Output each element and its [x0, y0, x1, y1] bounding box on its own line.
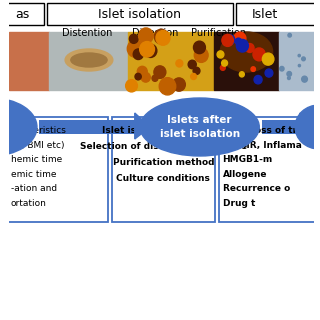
Circle shape: [152, 75, 158, 81]
Circle shape: [191, 73, 196, 79]
Circle shape: [173, 78, 185, 91]
Text: Allogene: Allogene: [222, 170, 267, 179]
Polygon shape: [300, 113, 314, 139]
Text: emic time: emic time: [11, 170, 56, 179]
Text: ortation: ortation: [11, 198, 47, 207]
Circle shape: [298, 64, 300, 67]
Text: hemic time: hemic time: [11, 155, 62, 164]
Ellipse shape: [220, 32, 273, 72]
Circle shape: [236, 39, 248, 52]
Circle shape: [137, 66, 147, 77]
Circle shape: [234, 32, 246, 44]
Text: Islets after
islet isolation: Islets after islet isolation: [160, 115, 240, 139]
Circle shape: [154, 66, 166, 78]
Text: Purification method: Purification method: [113, 158, 214, 167]
Bar: [49, 32, 128, 90]
Circle shape: [140, 42, 155, 57]
Text: Digestion: Digestion: [132, 28, 178, 38]
FancyBboxPatch shape: [4, 3, 44, 25]
Circle shape: [188, 60, 196, 69]
FancyBboxPatch shape: [39, 120, 135, 134]
Circle shape: [220, 65, 225, 70]
Polygon shape: [135, 113, 150, 139]
Circle shape: [154, 29, 168, 44]
Text: Drug t: Drug t: [222, 198, 255, 207]
Circle shape: [288, 33, 292, 37]
Bar: [279, 32, 317, 90]
Ellipse shape: [0, 98, 37, 156]
FancyBboxPatch shape: [262, 120, 300, 134]
Circle shape: [217, 51, 224, 58]
Circle shape: [251, 67, 255, 71]
Circle shape: [239, 72, 244, 77]
Text: c: c: [0, 118, 9, 136]
Circle shape: [156, 30, 170, 45]
Circle shape: [262, 53, 274, 65]
Circle shape: [135, 73, 141, 80]
Circle shape: [302, 76, 308, 82]
Text: Recurrence o: Recurrence o: [222, 184, 290, 193]
Text: Purification: Purification: [191, 28, 246, 38]
Bar: [128, 32, 214, 90]
Circle shape: [280, 67, 284, 71]
Circle shape: [193, 67, 200, 75]
Text: Distention: Distention: [62, 28, 112, 38]
Circle shape: [144, 44, 157, 58]
Text: Islet isolation: Islet isolation: [98, 7, 181, 20]
Text: Early loss of tra: Early loss of tra: [222, 126, 303, 135]
Text: -ation and: -ation and: [11, 184, 57, 193]
Text: Islet: Islet: [252, 7, 278, 20]
Text: aracteristics: aracteristics: [11, 126, 67, 135]
Circle shape: [194, 48, 208, 62]
Bar: [214, 32, 279, 90]
Circle shape: [139, 28, 153, 43]
Text: Selection of dissociation enzyme: Selection of dissociation enzyme: [80, 142, 247, 151]
Circle shape: [225, 35, 235, 45]
Circle shape: [298, 54, 300, 57]
Bar: [9, 32, 49, 90]
FancyBboxPatch shape: [1, 117, 108, 222]
Circle shape: [288, 77, 290, 79]
Circle shape: [159, 78, 176, 95]
Circle shape: [129, 34, 138, 43]
Text: Culture conditions: Culture conditions: [116, 174, 210, 183]
Circle shape: [253, 48, 265, 61]
Text: 1c, BMI etc): 1c, BMI etc): [11, 140, 64, 149]
Circle shape: [176, 60, 183, 67]
Circle shape: [265, 69, 273, 77]
Circle shape: [222, 60, 228, 66]
Circle shape: [127, 40, 144, 57]
Circle shape: [194, 41, 205, 54]
Text: as: as: [15, 7, 29, 20]
Ellipse shape: [71, 53, 107, 67]
Text: (IBMIR, Inflama: (IBMIR, Inflama: [222, 140, 301, 149]
FancyBboxPatch shape: [236, 3, 317, 25]
Circle shape: [254, 76, 262, 84]
Circle shape: [126, 80, 137, 92]
Circle shape: [235, 38, 242, 45]
Ellipse shape: [140, 98, 259, 156]
Text: HMGB1-m: HMGB1-m: [222, 155, 273, 164]
Circle shape: [222, 34, 233, 46]
Ellipse shape: [295, 105, 320, 149]
Circle shape: [133, 49, 143, 60]
Text: Islet isolation technique: Islet isolation technique: [101, 126, 225, 135]
Circle shape: [245, 44, 254, 52]
FancyBboxPatch shape: [47, 3, 233, 25]
Ellipse shape: [65, 49, 113, 71]
Circle shape: [141, 72, 150, 82]
Circle shape: [302, 57, 305, 61]
Circle shape: [287, 72, 292, 76]
FancyBboxPatch shape: [219, 117, 320, 222]
FancyBboxPatch shape: [112, 117, 215, 222]
